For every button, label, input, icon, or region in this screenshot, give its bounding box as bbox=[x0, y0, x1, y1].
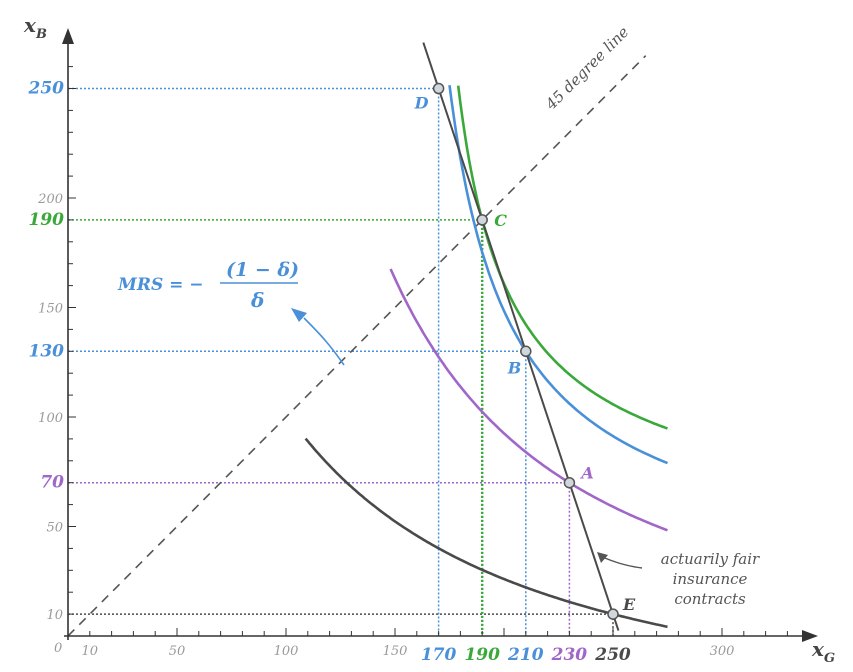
x-tick-label-10: 10 bbox=[82, 644, 99, 659]
x-axis-label: xG bbox=[811, 637, 835, 666]
mrs-pointer bbox=[303, 317, 345, 366]
x-axis-arrow bbox=[802, 630, 818, 642]
point-label-D: D bbox=[414, 94, 429, 113]
mrs-lhs: MRS = − bbox=[117, 275, 204, 295]
point-label-A: A bbox=[579, 464, 593, 483]
x-tick-label-190: 190 bbox=[464, 645, 500, 665]
mrs-denominator: δ bbox=[250, 288, 264, 312]
y-tick-label-130: 130 bbox=[29, 341, 65, 361]
x-tick-label-150: 150 bbox=[383, 644, 408, 659]
45-degree-line-label: 45 degree line bbox=[541, 23, 632, 114]
y-tick-label-50: 50 bbox=[46, 521, 63, 536]
mrs-pointer-head bbox=[291, 308, 307, 322]
fair-label-line-3: contracts bbox=[674, 590, 746, 608]
x-tick-label-50: 50 bbox=[169, 644, 186, 659]
axes bbox=[62, 28, 818, 642]
y-tick-label-100: 100 bbox=[38, 411, 63, 426]
indifference-curve-green bbox=[456, 85, 668, 430]
x-tick-label-300: 300 bbox=[710, 644, 735, 659]
mrs-formula: MRS = − (1 − δ) δ bbox=[117, 259, 345, 366]
fair-label-line-1: actuarily fair bbox=[661, 550, 760, 568]
point-label-C: C bbox=[494, 211, 507, 230]
y-tick-label-70: 70 bbox=[40, 473, 64, 493]
point-label-B: B bbox=[507, 358, 522, 377]
fair-contracts-annotation: actuarily fair insurance contracts bbox=[597, 550, 760, 608]
points: D C B A E bbox=[414, 82, 636, 620]
y-tick-label-200: 200 bbox=[37, 192, 63, 207]
y-tick-label-250: 250 bbox=[28, 79, 65, 99]
minor-ticks bbox=[68, 66, 788, 636]
actuarily-fair-line bbox=[422, 42, 620, 631]
fair-contracts-pointer-head bbox=[597, 552, 608, 563]
curves bbox=[304, 85, 668, 629]
x-tick-label-170: 170 bbox=[421, 645, 457, 665]
y-tick-labels: 250 200 190 150 130 100 70 50 10 bbox=[28, 79, 65, 624]
point-C bbox=[476, 214, 488, 226]
origin-label: 0 bbox=[54, 641, 62, 656]
indifference-curve-dark bbox=[304, 437, 668, 629]
x-tick-labels: 10 50 100 150 170 190 210 230 250 300 bbox=[82, 644, 735, 665]
x-tick-label-230: 230 bbox=[551, 645, 588, 665]
fair-contracts-pointer bbox=[599, 555, 643, 569]
45-degree-line bbox=[67, 55, 647, 637]
point-A bbox=[563, 476, 576, 489]
point-D bbox=[432, 82, 445, 95]
x-tick-label-210: 210 bbox=[507, 645, 544, 665]
y-tick-label-190: 190 bbox=[29, 210, 65, 230]
y-tick-label-150: 150 bbox=[38, 302, 63, 317]
fair-label-line-2: insurance bbox=[673, 570, 748, 588]
point-label-E: E bbox=[622, 595, 636, 614]
point-E bbox=[607, 608, 619, 620]
indifference-curve-blue bbox=[448, 85, 668, 465]
point-B bbox=[520, 345, 532, 358]
indifference-curve-purple bbox=[389, 268, 668, 532]
y-tick-label-10: 10 bbox=[46, 608, 63, 623]
y-axis-label: xB bbox=[23, 13, 47, 42]
mrs-numerator: (1 − δ) bbox=[226, 259, 299, 281]
x-tick-label-100: 100 bbox=[274, 644, 299, 659]
y-axis-arrow bbox=[62, 28, 74, 44]
x-tick-label-250: 250 bbox=[594, 645, 631, 665]
